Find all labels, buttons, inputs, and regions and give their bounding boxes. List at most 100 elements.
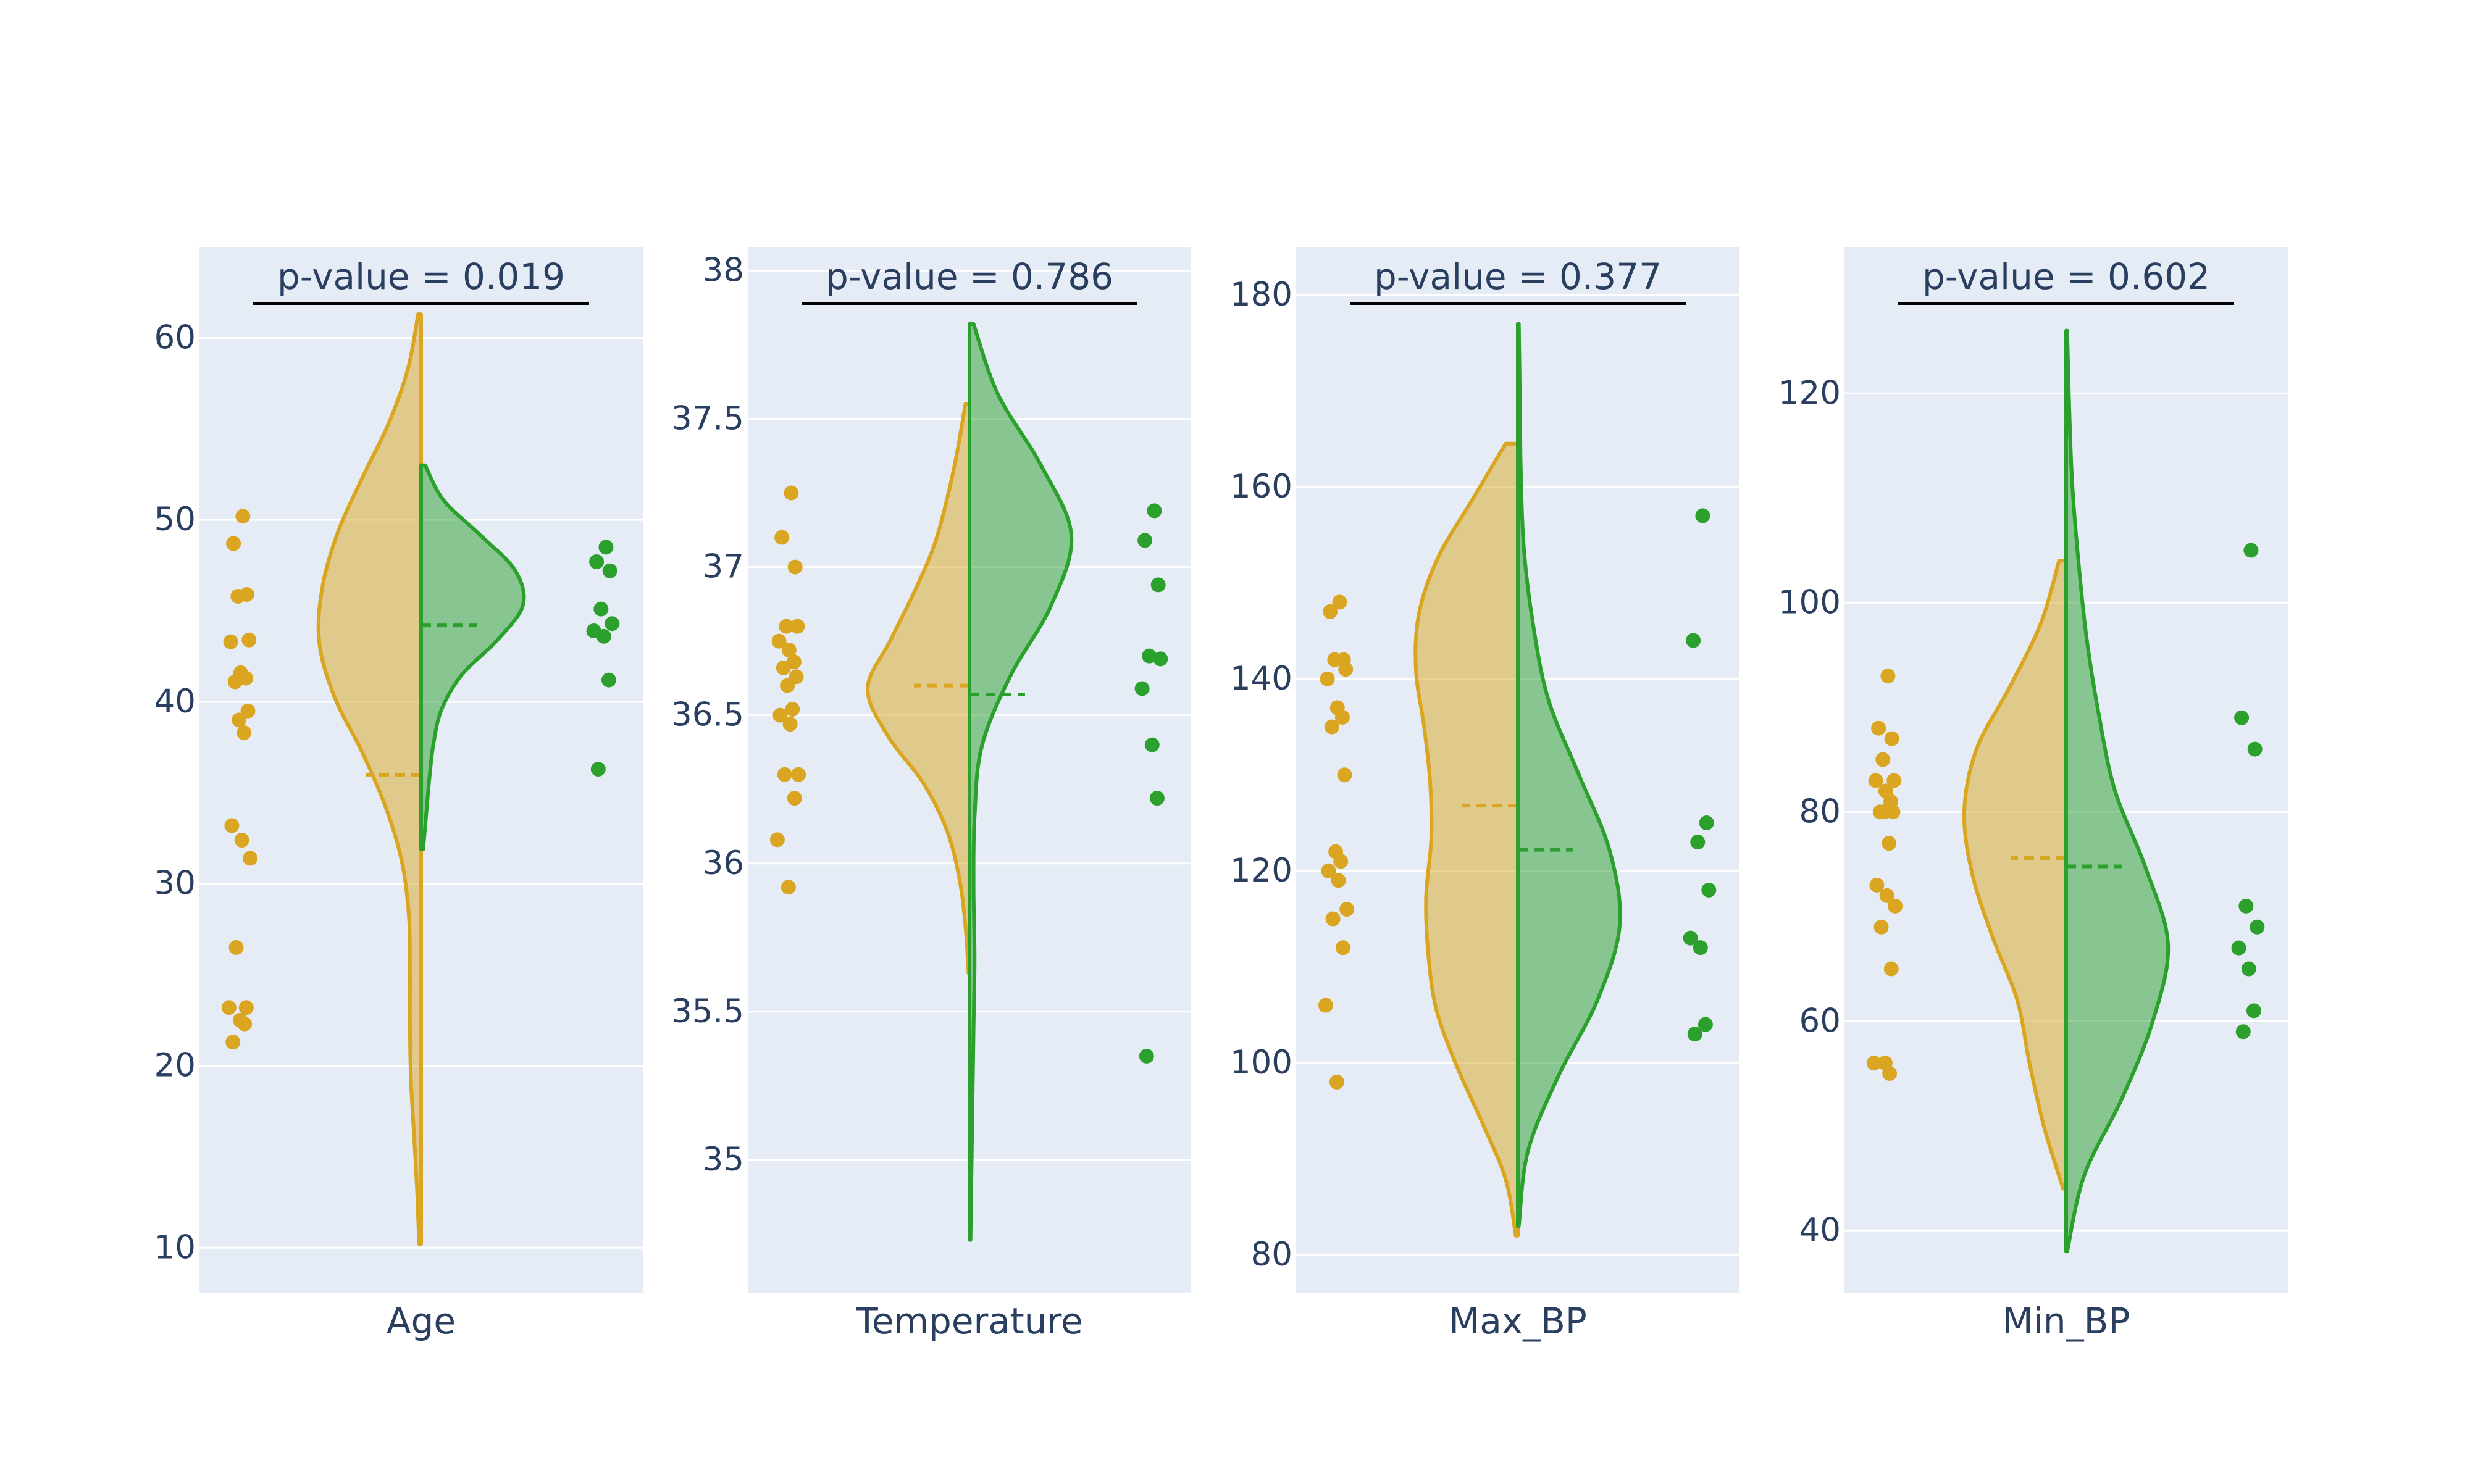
- data-point-group-a: [227, 674, 243, 690]
- data-point-group-a: [1883, 961, 1899, 977]
- y-tick-label: 80: [1799, 793, 1841, 830]
- data-point-group-b: [2235, 1024, 2251, 1040]
- y-tick-label: 60: [154, 319, 196, 356]
- data-point-group-a: [1333, 854, 1349, 869]
- data-point-group-a: [237, 1016, 253, 1032]
- data-point-group-b: [1150, 577, 1166, 593]
- data-point-group-a: [232, 712, 247, 728]
- data-point-group-a: [787, 791, 802, 806]
- data-point-group-b: [1686, 633, 1701, 648]
- y-tick-label: 100: [1778, 583, 1841, 621]
- data-point-group-a: [228, 940, 244, 955]
- data-point-group-a: [1338, 662, 1354, 677]
- x-axis-label: Temperature: [855, 1300, 1082, 1342]
- data-point-group-a: [1324, 719, 1339, 735]
- y-tick-label: 80: [1251, 1236, 1292, 1273]
- violin-group-b: [2064, 328, 2171, 1254]
- data-point-group-a: [1321, 863, 1336, 878]
- data-point-group-a: [1329, 1074, 1344, 1090]
- y-tick-label: 38: [703, 251, 744, 289]
- data-point-group-a: [1877, 804, 1892, 820]
- data-point-group-b: [2250, 919, 2265, 935]
- y-tick-label: 30: [154, 865, 196, 902]
- data-point-group-b: [1698, 1017, 1713, 1032]
- y-tick-label: 20: [154, 1047, 196, 1085]
- data-point-group-b: [1149, 791, 1165, 806]
- chart-panel-2: 35 35.5 36 36.5 37 37.5 38 p-value = 0.786 Tempe…: [671, 247, 1191, 1342]
- y-tick-label: 37: [703, 548, 744, 586]
- data-point-group-a: [1323, 604, 1338, 619]
- data-point-group-a: [240, 703, 256, 719]
- y-tick-label: 35: [703, 1141, 744, 1178]
- data-point-group-a: [1331, 873, 1346, 888]
- data-point-group-a: [226, 536, 241, 551]
- data-point-group-a: [772, 707, 788, 723]
- violin-group-a: [865, 402, 971, 975]
- data-point-group-a: [223, 634, 238, 649]
- data-point-group-b: [1153, 651, 1168, 667]
- p-value-annotation: p-value = 0.019: [277, 256, 565, 298]
- chart-panel-1: 10 20 30 40 50 60 p-value = 0.019 Age: [154, 247, 643, 1342]
- p-value-annotation: p-value = 0.786: [826, 256, 1113, 298]
- data-point-group-a: [235, 509, 251, 524]
- chart-panel-4: 40 60 80 100 120 p-value = 0.602 Min_BP: [1778, 247, 2288, 1342]
- y-tick-label: 40: [1799, 1211, 1841, 1249]
- chart-panel-3: 80 100 120 140 160 180 p-value = 0.377 Max_BP: [1230, 247, 1739, 1342]
- data-point-group-a: [1886, 773, 1902, 788]
- data-point-group-b: [598, 540, 614, 555]
- data-point-group-b: [2241, 961, 2256, 977]
- data-point-group-b: [2246, 1003, 2261, 1019]
- data-point-group-a: [779, 619, 794, 634]
- data-point-group-b: [601, 672, 616, 688]
- data-point-group-a: [1868, 773, 1883, 788]
- violin-group-a: [316, 312, 423, 1246]
- data-point-group-b: [593, 601, 609, 617]
- data-point-group-a: [1327, 652, 1342, 667]
- data-point-group-a: [780, 678, 795, 693]
- data-point-group-b: [1701, 882, 1717, 898]
- data-point-group-a: [1332, 594, 1347, 610]
- data-point-group-a: [1320, 671, 1335, 686]
- data-point-group-a: [221, 1000, 237, 1015]
- y-tick-label: 36.5: [671, 696, 744, 734]
- data-point-group-b: [1139, 1048, 1154, 1064]
- data-point-group-a: [1337, 767, 1352, 783]
- data-point-group-a: [1880, 668, 1896, 683]
- data-point-group-a: [225, 1035, 241, 1050]
- p-value-annotation: p-value = 0.377: [1374, 256, 1662, 298]
- data-point-group-a: [241, 632, 257, 648]
- x-axis-label: Min_BP: [2003, 1300, 2130, 1342]
- y-tick-label: 120: [1230, 852, 1292, 890]
- data-point-group-b: [1147, 503, 1162, 519]
- data-point-group-b: [596, 628, 611, 644]
- data-point-group-a: [1882, 1066, 1898, 1082]
- data-point-group-a: [782, 717, 798, 732]
- y-tick-label: 35.5: [671, 993, 744, 1030]
- data-point-group-a: [234, 832, 249, 848]
- data-point-group-a: [1879, 888, 1894, 903]
- data-point-group-b: [602, 563, 618, 578]
- data-point-group-b: [2238, 898, 2254, 914]
- data-point-group-a: [1888, 898, 1903, 914]
- x-axis-label: Max_BP: [1449, 1300, 1587, 1342]
- data-point-group-a: [785, 702, 800, 717]
- data-point-group-a: [790, 619, 805, 634]
- data-point-group-a: [230, 588, 246, 604]
- data-point-group-b: [605, 616, 620, 632]
- data-point-group-a: [237, 725, 252, 741]
- data-point-group-b: [2231, 940, 2246, 956]
- data-point-group-b: [1683, 930, 1698, 946]
- data-point-group-a: [1335, 940, 1350, 956]
- data-point-group-b: [1695, 508, 1710, 523]
- data-point-group-a: [1318, 998, 1333, 1013]
- data-point-group-a: [243, 851, 258, 866]
- data-point-group-b: [1699, 815, 1714, 831]
- data-point-group-a: [771, 633, 787, 649]
- data-point-group-b: [2234, 710, 2250, 725]
- data-point-group-b: [589, 554, 605, 569]
- data-point-group-a: [777, 767, 792, 782]
- violin-group-b: [419, 463, 526, 851]
- y-tick-label: 36: [703, 844, 744, 882]
- data-point-group-b: [2247, 741, 2263, 757]
